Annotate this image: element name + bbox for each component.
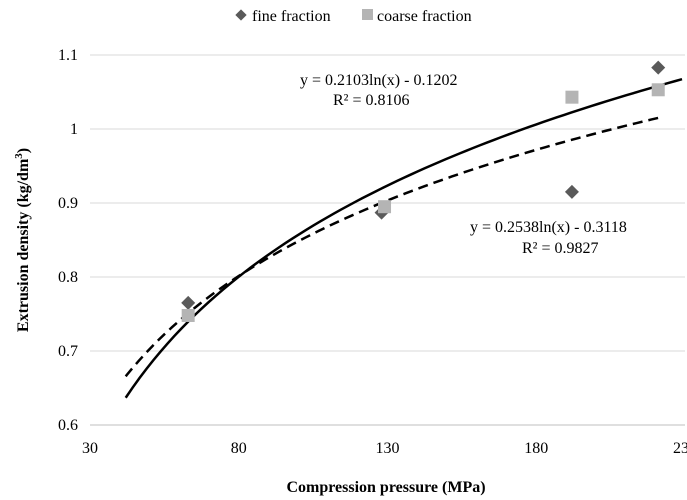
legend-marker-fine [235,9,247,21]
x-tick-labels: 30 80 130 180 230 [82,440,687,457]
r-squared-coarse: R² = 0.8106 [333,92,410,109]
y-tick-label: 1.1 [58,47,78,64]
x-axis-title: Compression pressure (MPa) [286,479,485,496]
data-point-fine [651,60,666,75]
legend: fine fraction coarse fraction [235,8,472,25]
trendline-coarse [124,116,659,378]
x-tick-label: 180 [524,440,548,457]
legend-label-fine: fine fraction [252,8,331,25]
y-axis-title-close: ) [15,148,32,153]
y-axis-title-main: Extrusion density (kg/dm [15,158,32,332]
equation-coarse: y = 0.2103ln(x) - 0.1202 [300,72,457,89]
x-tick-label: 80 [231,440,247,457]
data-point-coarse [378,200,392,214]
data-markers [181,60,666,322]
equation-fine: y = 0.2538ln(x) - 0.3118 [470,219,627,236]
y-tick-label: 1 [70,121,78,138]
y-tick-labels: 0.6 0.7 0.8 0.9 1 1.1 [58,47,78,434]
x-tick-label: 30 [82,440,98,457]
y-tick-label: 0.6 [58,417,78,434]
data-point-coarse [565,90,579,104]
data-point-coarse [651,83,665,97]
trendline-fine [124,78,683,399]
r-squared-fine: R² = 0.9827 [522,240,599,257]
y-tick-label: 0.7 [58,343,78,360]
x-tick-label: 130 [376,440,400,457]
trendlines [124,78,683,399]
legend-label-coarse: coarse fraction [377,8,472,25]
trendline-annotation-coarse: y = 0.2103ln(x) - 0.1202 R² = 0.8106 [300,72,457,109]
y-axis-title: Extrusion density (kg/dm3) [13,148,32,332]
y-tick-label: 0.9 [58,195,78,212]
y-axis-title-superscript: 3 [13,153,25,159]
x-tick-label: 230 [673,440,687,457]
y-tick-label: 0.8 [58,269,78,286]
data-point-fine [564,184,579,199]
trendline-annotation-fine: y = 0.2538ln(x) - 0.3118 R² = 0.9827 [470,219,627,257]
legend-marker-coarse [362,9,373,20]
data-point-coarse [181,308,195,322]
data-point-fine [181,295,196,310]
